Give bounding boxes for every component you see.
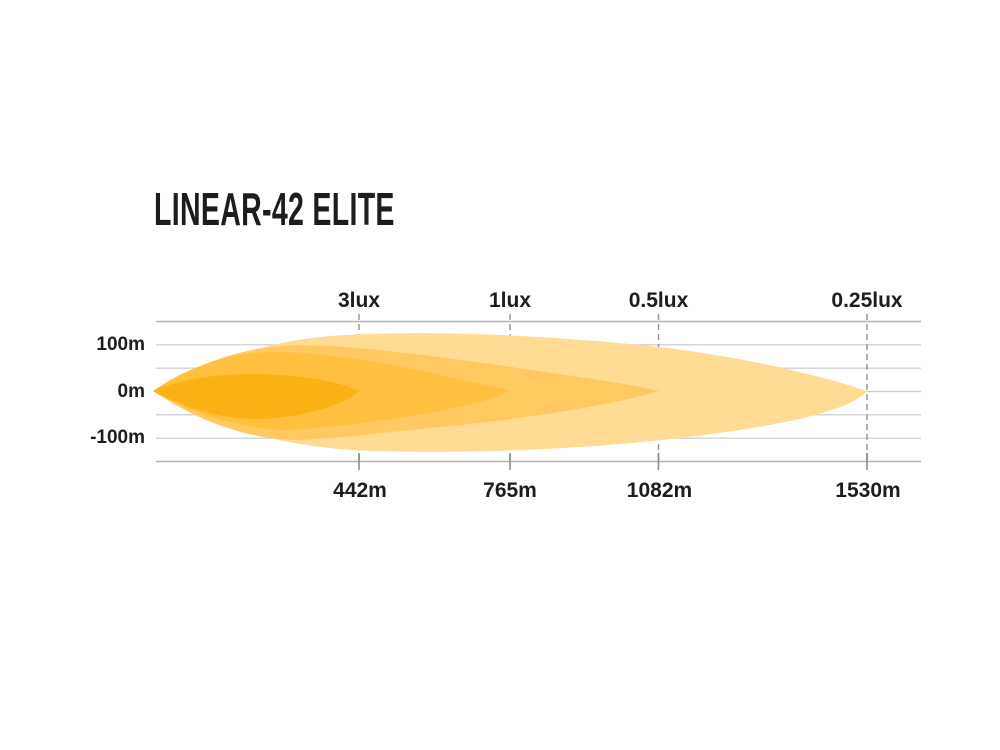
y-label-minus100m: -100m [90,427,145,448]
page-title: LINEAR-42 ELITE [154,183,395,235]
distance-label-1530m: 1530m [835,479,901,502]
y-label-0m: 0m [117,381,145,402]
lux-label-3lux: 3lux [337,289,381,312]
distance-label-442m: 442m [333,479,387,502]
beam-contour-3lux [153,374,359,420]
distance-label-765m: 765m [483,479,537,502]
y-label-100m: 100m [96,334,145,355]
distance-label-1082m: 1082m [626,479,693,502]
lux-label-0.5lux: 0.5lux [628,289,689,312]
bottom-axis-ticks [358,453,868,470]
lux-label-0.25lux: 0.25lux [831,289,903,312]
lux-label-1lux: 1lux [488,289,532,312]
beam-contours [153,333,867,452]
